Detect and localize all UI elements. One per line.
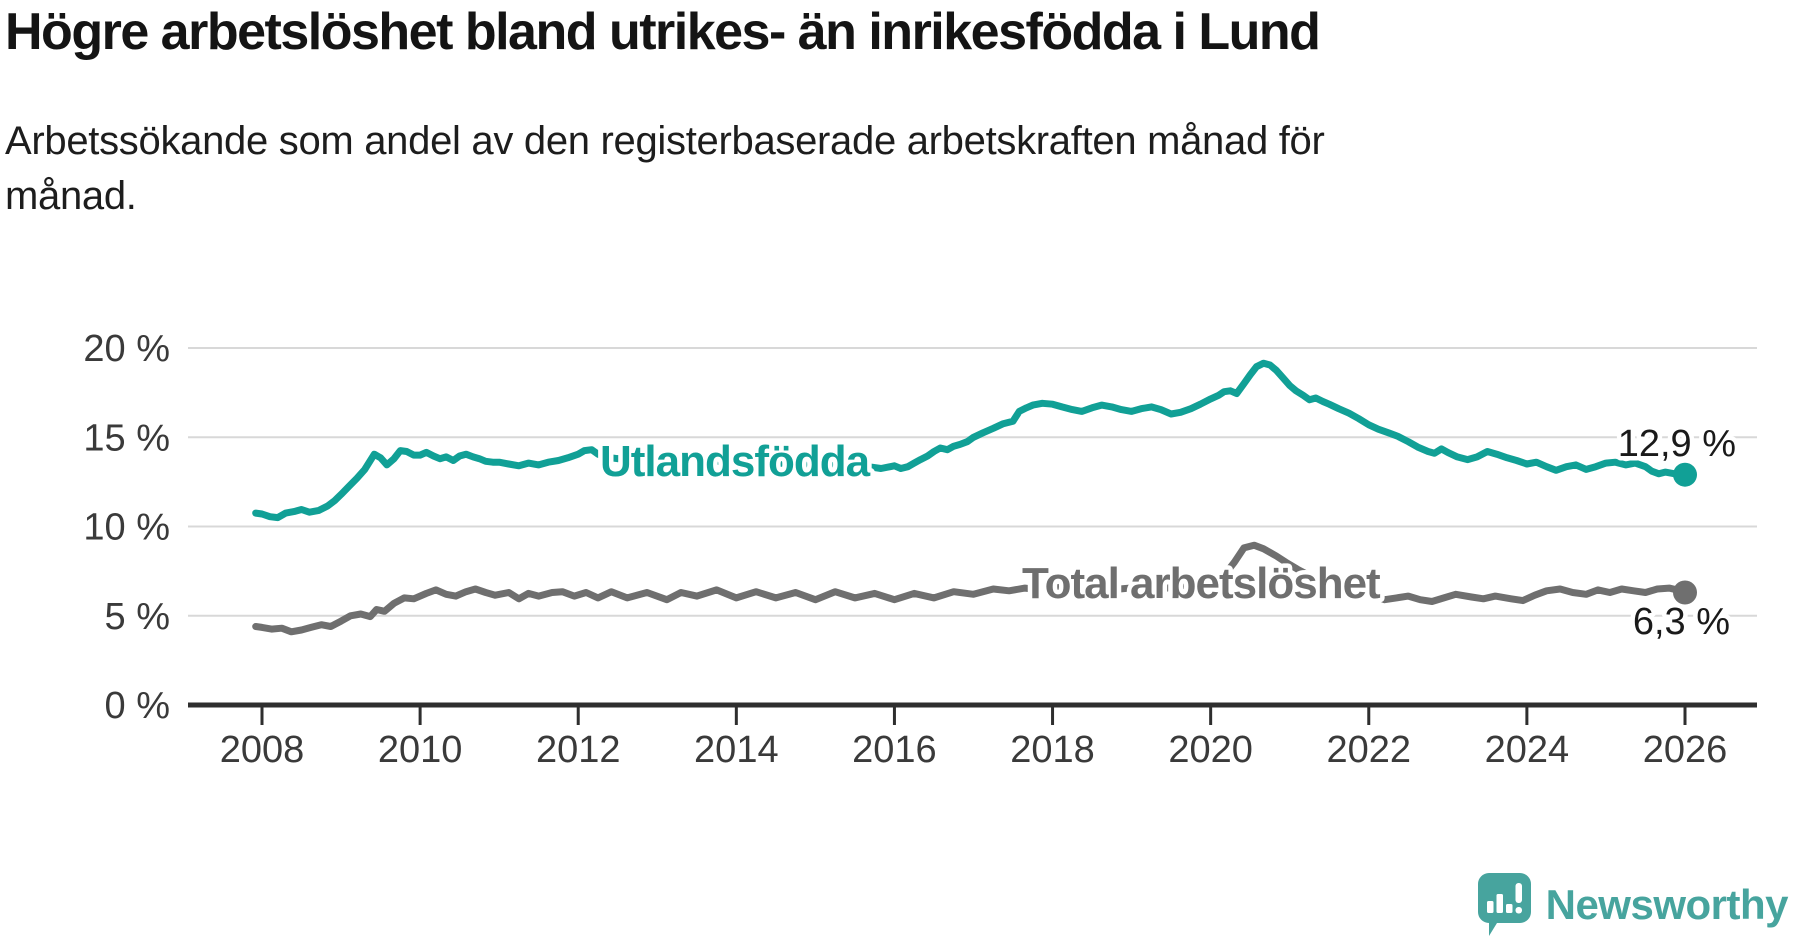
series-line-total bbox=[252, 541, 1689, 636]
newsworthy-logo-icon bbox=[1477, 873, 1531, 936]
x-axis-tick-label: 2018 bbox=[1010, 729, 1095, 771]
chart-subtitle: Arbetssökande som andel av den registerb… bbox=[5, 119, 1325, 219]
x-axis-tick-label: 2012 bbox=[536, 729, 621, 771]
x-axis-tick-label: 2010 bbox=[378, 729, 463, 771]
y-axis-tick-label: 20 % bbox=[83, 328, 170, 370]
chart-generated-layer: 0 % 5 % 10 % 15 % 20 % 2008 2010 2012 2014 2016 20… bbox=[83, 328, 1757, 771]
series-end-dot-utlandsfodda bbox=[1673, 462, 1697, 487]
end-value-label-total: 6,3 % bbox=[1633, 601, 1730, 643]
end-value-label-utlandsfodda: 12,9 % bbox=[1618, 423, 1736, 465]
series-end-dot-total bbox=[1673, 580, 1697, 605]
x-axis-tick-label: 2024 bbox=[1485, 729, 1570, 771]
y-axis-tick-label: 15 % bbox=[83, 417, 170, 459]
x-axis-tick-label: 2020 bbox=[1168, 729, 1253, 771]
x-axis-tick-label: 2016 bbox=[852, 729, 937, 771]
y-axis-tick-label: 0 % bbox=[105, 685, 170, 727]
chart-title: Högre arbetslöshet bland utrikes- än inr… bbox=[5, 3, 1321, 61]
x-axis-tick-label: 2014 bbox=[694, 729, 779, 771]
x-axis-tick-label: 2008 bbox=[220, 729, 305, 771]
series-label-total: Total arbetslöshet bbox=[1022, 559, 1381, 608]
y-axis-tick-label: 5 % bbox=[105, 596, 170, 638]
y-axis-tick-label: 10 % bbox=[83, 507, 170, 549]
branding-wordmark: Newsworthy bbox=[1545, 881, 1789, 928]
branding: Newsworthy bbox=[1476, 872, 1789, 938]
x-axis-tick-label: 2026 bbox=[1643, 729, 1728, 771]
series-label-utlandsfodda: Utlandsfödda bbox=[600, 437, 871, 486]
chart-label-layer: Utlandsfödda Total arbetslöshet 12,9 % 6… bbox=[596, 419, 1741, 648]
x-axis-tick-label: 2022 bbox=[1326, 729, 1411, 771]
series-line-utlandsfodda bbox=[252, 359, 1689, 522]
